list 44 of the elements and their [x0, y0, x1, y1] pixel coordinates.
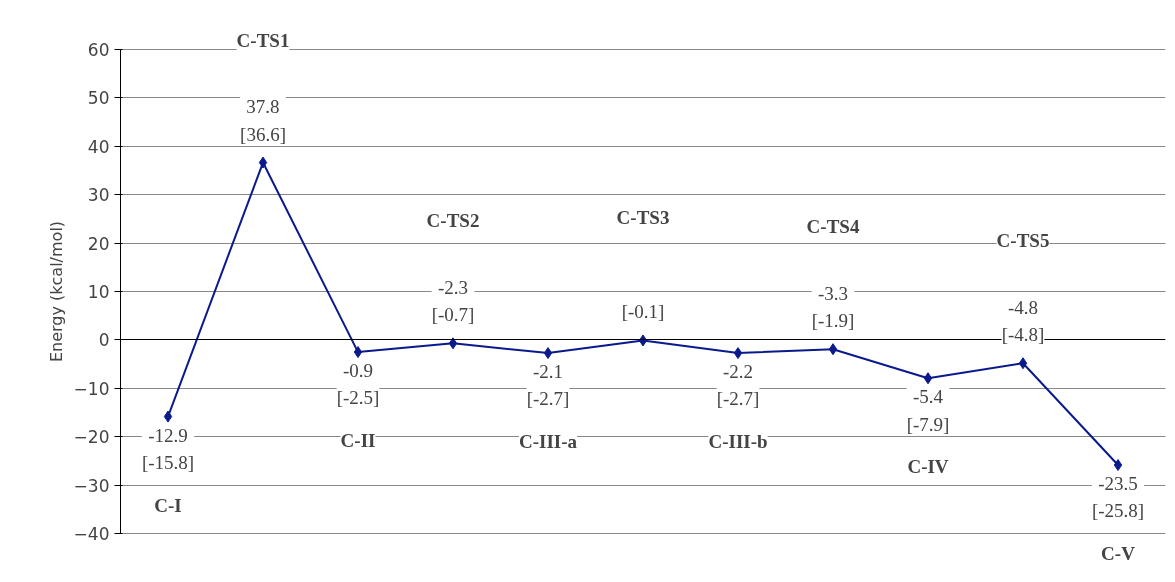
y-tick-label: 50 — [87, 88, 110, 109]
data-label: -0.9 [-2.5] — [336, 360, 380, 409]
x-tick-label: C-II — [340, 430, 376, 452]
y-tick-label: −30 — [73, 475, 110, 496]
point — [828, 343, 838, 356]
data-label: -12.9 [-15.8] — [141, 424, 195, 473]
y-tick-label: 40 — [87, 136, 110, 157]
data-label: 37.8 [36.6] — [240, 96, 286, 145]
data-label: -4.8 [-4.8] — [1001, 296, 1045, 346]
y-tick-label: 0 — [98, 330, 110, 351]
y-tick-label: 60 — [87, 39, 110, 60]
data-label: [-0.1] — [621, 301, 665, 323]
x-tick-label: C-III-a — [518, 431, 578, 453]
y-tick-label: 10 — [87, 282, 110, 302]
y-tick-label: 20 — [87, 233, 110, 254]
data-label: -2.3 [-0.7] — [431, 277, 475, 326]
y-tick-label: −20 — [73, 427, 110, 448]
point — [448, 337, 458, 350]
x-tick-label: C-I — [154, 494, 182, 516]
x-tick-label: C-TS5 — [996, 230, 1050, 252]
y-tick-label: −10 — [73, 378, 110, 399]
point — [923, 372, 933, 385]
x-tick-label: C-III-b — [708, 431, 768, 453]
x-tick-label: C-TS4 — [806, 216, 860, 238]
point — [163, 410, 173, 423]
data-label: -5.4 [-7.9] — [906, 386, 950, 435]
data-label: -2.1 [-2.7] — [526, 361, 570, 410]
y-tick-label: 30 — [87, 185, 110, 206]
data-label: -3.3 [-1.9] — [811, 282, 855, 332]
point — [353, 346, 363, 359]
point — [733, 347, 743, 360]
x-tick-label: C-TS2 — [426, 210, 480, 232]
x-tick-label: C-TS1 — [236, 29, 290, 51]
y-tick-label: −40 — [73, 524, 110, 545]
point — [1113, 459, 1123, 472]
x-tick-label: C-V — [1101, 543, 1136, 565]
point — [258, 156, 268, 169]
x-tick-label: C-IV — [907, 456, 949, 478]
point — [1018, 357, 1028, 370]
x-tick-label: C-TS3 — [616, 207, 670, 229]
data-label: -23.5 [-25.8] — [1091, 473, 1145, 522]
data-label: -2.2 [-2.7] — [716, 361, 760, 410]
point — [543, 347, 553, 360]
y-axis-title: Energy (kcal/mol) — [46, 220, 66, 363]
